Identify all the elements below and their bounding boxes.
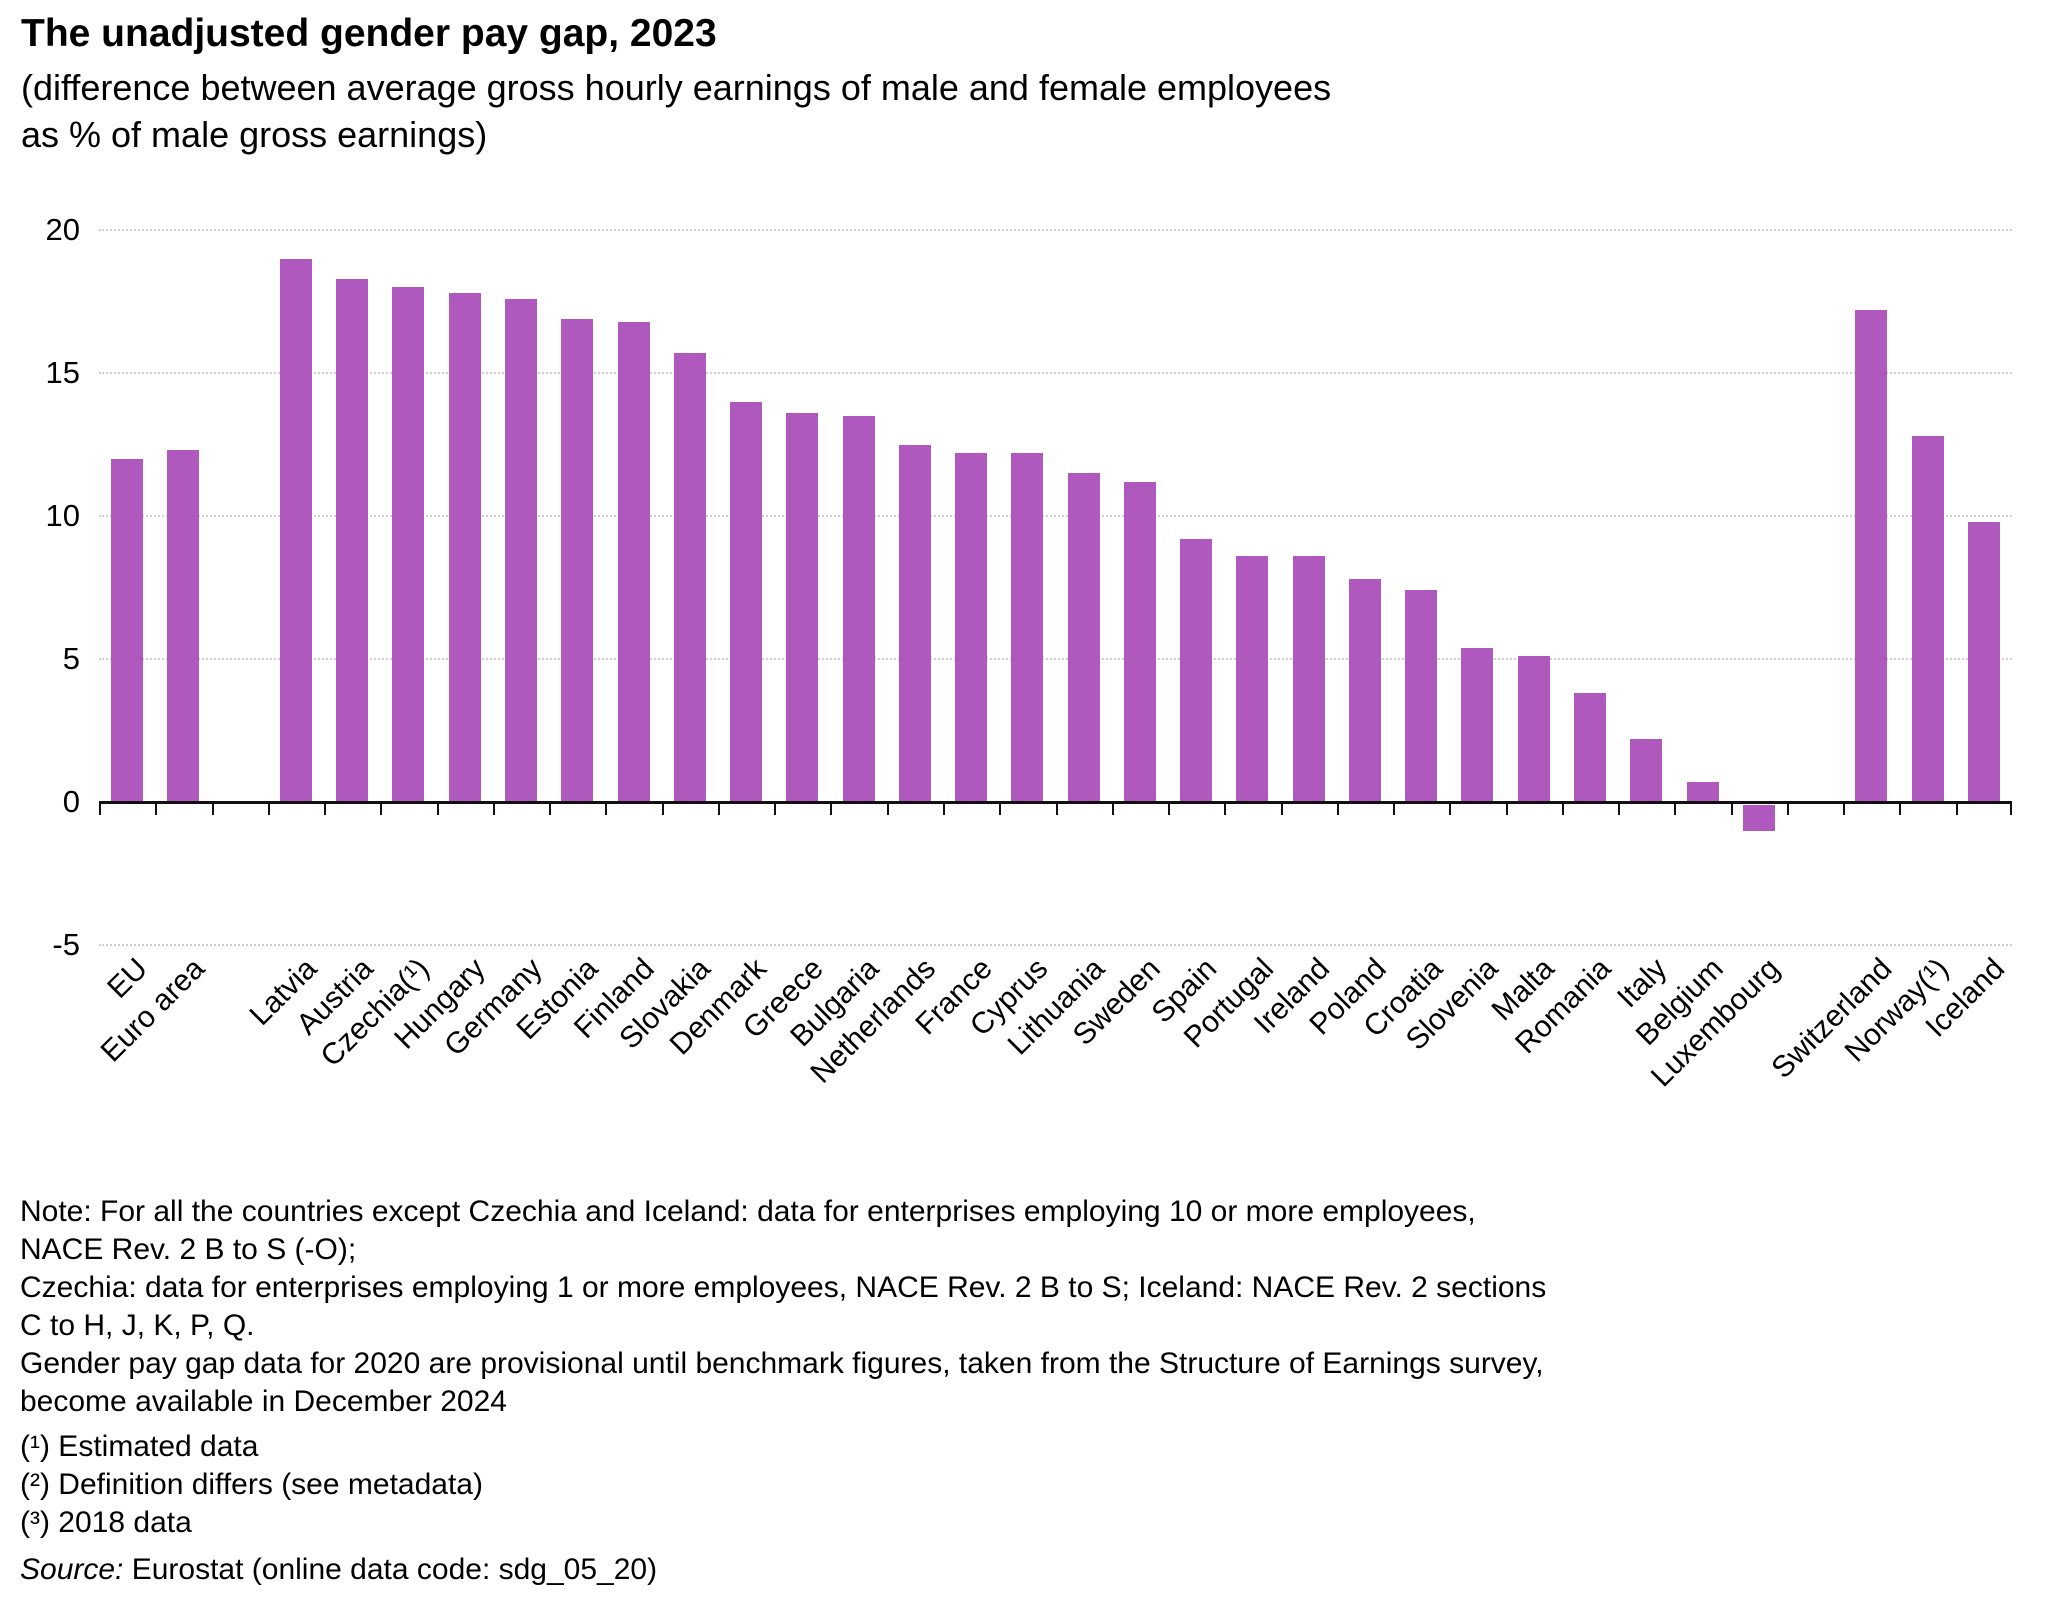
y-tick-label-5: 5 [62, 641, 80, 676]
bar-Switzerland [1855, 310, 1888, 802]
note-line: C to H, J, K, P, Q. [20, 1309, 255, 1342]
x-axis-tick [1955, 804, 1958, 815]
footnote-2018-data: (³) 2018 data [20, 1506, 192, 1539]
y-tick-label--5: -5 [52, 927, 80, 962]
note-line: Gender pay gap data for 2020 are provisi… [20, 1347, 1544, 1380]
bar-Greece [786, 413, 819, 802]
y-tick-label-20: 20 [45, 212, 80, 247]
bar-Germany [504, 298, 537, 802]
bar-Estonia [561, 318, 594, 802]
gridline-15 [99, 372, 2012, 374]
gridline--5 [99, 944, 2012, 946]
x-axis-tick [717, 804, 720, 815]
chart-subtitle: (difference between average gross hourly… [21, 64, 1331, 158]
y-tick-label-0: 0 [62, 784, 80, 819]
x-axis-line [99, 801, 2012, 804]
x-axis-tick [661, 804, 664, 815]
bar-Italy [1630, 739, 1663, 802]
bar-Croatia [1405, 590, 1438, 802]
x-axis-tick [999, 804, 1002, 815]
x-axis-tick [886, 804, 889, 815]
gridline-10 [99, 515, 2012, 517]
bar-Norway(¹) [1911, 435, 1944, 802]
bar-EU [111, 458, 144, 802]
y-tick-label-10: 10 [45, 498, 80, 533]
x-axis-tick [1561, 804, 1564, 815]
source-label: Source: [20, 1553, 124, 1586]
source-line: Source: Eurostat (online data code: sdg_… [20, 1553, 657, 1587]
note-line: Note: For all the countries except Czech… [20, 1195, 1476, 1228]
x-axis-tick [1280, 804, 1283, 815]
bar-Latvia [279, 258, 312, 802]
x-axis-tick [1899, 804, 1902, 815]
x-axis-tick [267, 804, 270, 815]
x-axis-tick [1674, 804, 1677, 815]
x-axis-tick [380, 804, 383, 815]
x-axis-tick [1168, 804, 1171, 815]
footnote-estimated-data: (¹) Estimated data [20, 1430, 259, 1463]
bar-Iceland [1967, 521, 2000, 802]
x-axis-tick [492, 804, 495, 815]
x-axis-tick [155, 804, 158, 815]
chart-footnotes: (¹) Estimated data (²) Definition differ… [20, 1428, 483, 1542]
bar-Netherlands [898, 444, 931, 802]
x-axis-tick [605, 804, 608, 815]
bar-Belgium [1686, 781, 1719, 802]
bar-Hungary [448, 292, 481, 802]
x-axis-tick [1224, 804, 1227, 815]
note-line: Czechia: data for enterprises employing … [20, 1271, 1547, 1304]
x-axis-tick [99, 804, 101, 815]
bar-Finland [617, 321, 650, 802]
x-axis-tick [830, 804, 833, 815]
x-axis-tick [1505, 804, 1508, 815]
bar-Luxembourg [1742, 805, 1775, 831]
x-axis-tick [1393, 804, 1396, 815]
x-axis-tick [1843, 804, 1846, 815]
bar-Spain [1180, 538, 1213, 802]
gridline-20 [99, 229, 2012, 231]
subtitle-line-2: as % of male gross earnings) [21, 114, 488, 155]
bar-chart-plot-area: EU Euro area Latvia Austria Czechia(¹) Hungar… [94, 229, 2012, 1093]
x-axis-tick [549, 804, 552, 815]
x-axis-tick [1111, 804, 1114, 815]
x-axis-tick [2010, 804, 2012, 815]
x-axis-tick [1336, 804, 1339, 815]
bar-Euro area [167, 450, 200, 802]
bar-Romania [1574, 693, 1606, 802]
x-axis-tick [1618, 804, 1621, 815]
x-axis-tick [774, 804, 777, 815]
subtitle-line-1: (difference between average gross hourly… [21, 67, 1332, 108]
source-text: Eurostat (online data code: sdg_05_20) [123, 1553, 658, 1586]
bar-Slovakia [673, 352, 706, 802]
bar-France [955, 453, 988, 802]
bar-Denmark [730, 401, 763, 802]
x-axis-tick [1786, 804, 1789, 815]
x-axis-tick [1449, 804, 1452, 815]
note-line: become available in December 2024 [20, 1385, 507, 1418]
bar-Portugal [1236, 556, 1269, 802]
bar-Ireland [1292, 556, 1325, 802]
x-axis-tick [942, 804, 945, 815]
page-title: The unadjusted gender pay gap, 2023 [21, 12, 717, 55]
bar-Malta [1517, 656, 1550, 802]
chart-note: Note: For all the countries except Czech… [20, 1193, 1546, 1421]
x-axis-tick [436, 804, 439, 815]
bar-Cyprus [1011, 453, 1044, 802]
x-axis-tick [324, 804, 327, 815]
bar-Austria [336, 278, 369, 802]
bar-Sweden [1123, 481, 1156, 802]
gridline-5 [99, 658, 2012, 660]
bar-Bulgaria [842, 415, 875, 802]
bar-Slovenia [1461, 647, 1494, 802]
bar-Poland [1348, 578, 1381, 802]
x-axis-tick [211, 804, 214, 815]
note-line: NACE Rev. 2 B to S (-O); [20, 1233, 357, 1266]
y-tick-label-15: 15 [45, 355, 80, 390]
x-axis-tick [1730, 804, 1733, 815]
bar-Lithuania [1067, 473, 1100, 802]
x-axis-tick [1055, 804, 1058, 815]
footnote-definition-differs: (²) Definition differs (see metadata) [20, 1468, 483, 1501]
bar-Czechia(¹) [392, 287, 425, 802]
